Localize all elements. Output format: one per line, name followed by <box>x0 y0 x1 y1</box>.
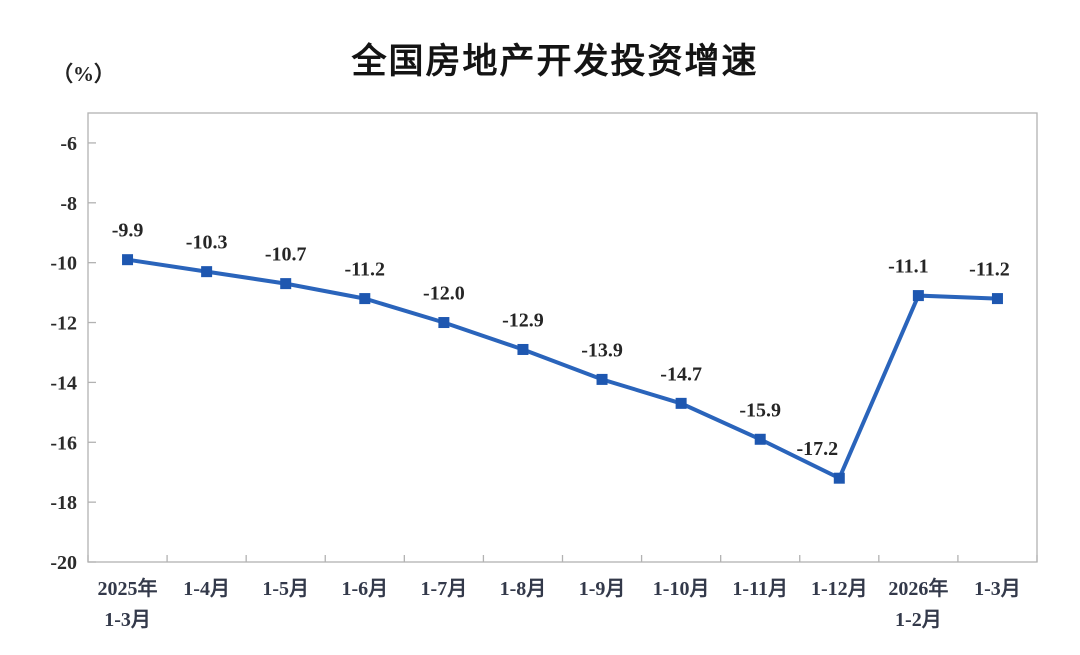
y-tick-label: -10 <box>50 253 77 275</box>
data-point-label: -9.9 <box>112 220 144 242</box>
data-point-marker <box>833 472 845 484</box>
x-tick-label: 1-11月 <box>732 578 788 600</box>
data-point-marker <box>596 373 608 385</box>
x-tick-label: 1-3月 <box>104 609 151 631</box>
y-tick-label: -20 <box>50 552 77 574</box>
data-point-label: -12.0 <box>423 283 465 305</box>
x-tick-label: 1-7月 <box>421 578 468 600</box>
series-line <box>127 257 998 481</box>
data-point-marker <box>912 290 924 302</box>
data-point-marker <box>675 397 687 409</box>
y-tick-label: -8 <box>60 193 77 215</box>
data-point-label: -11.2 <box>345 259 386 281</box>
data-point-label: -11.1 <box>888 256 929 278</box>
data-point-label: -13.9 <box>581 339 623 361</box>
y-tick-label: -14 <box>50 372 77 394</box>
x-tick-label: 1-4月 <box>183 578 230 600</box>
data-point-marker <box>280 278 292 290</box>
data-point-marker <box>991 293 1003 305</box>
y-tick-label: -18 <box>50 492 77 514</box>
data-point-label: -10.7 <box>265 244 307 266</box>
data-point-marker <box>122 254 134 266</box>
data-point-label: -17.2 <box>796 438 838 460</box>
y-tick-label: -12 <box>50 313 77 335</box>
x-tick-label: 1-9月 <box>579 578 626 600</box>
y-tick-label: -6 <box>60 133 77 155</box>
data-point-marker <box>438 317 450 329</box>
x-tick-label: 1-2月 <box>895 609 942 631</box>
x-tick-label: 1-8月 <box>500 578 547 600</box>
data-point-label: -12.9 <box>502 309 544 331</box>
data-point-marker <box>359 293 371 305</box>
data-point-label: -11.2 <box>969 259 1010 281</box>
data-point-label: -15.9 <box>739 399 781 421</box>
x-tick-label: 1-10月 <box>653 578 710 600</box>
data-point-marker <box>754 433 766 445</box>
y-tick-label: -16 <box>50 432 77 454</box>
x-tick-label: 1-5月 <box>262 578 309 600</box>
x-tick-label: 1-3月 <box>974 578 1021 600</box>
x-tick-label: 2026年 <box>888 576 948 600</box>
data-point-marker <box>201 266 213 278</box>
x-tick-label: 1-12月 <box>811 578 868 600</box>
chart-title: 全国房地产开发投资增速 <box>351 42 759 81</box>
y-axis-unit-label: （%） <box>52 62 115 86</box>
data-point-marker <box>517 343 529 355</box>
plot-frame <box>87 112 1038 563</box>
data-point-label: -10.3 <box>186 232 228 254</box>
data-point-label: -14.7 <box>660 363 702 385</box>
x-tick-label: 2025年 <box>98 576 158 600</box>
x-tick-label: 1-6月 <box>341 578 388 600</box>
